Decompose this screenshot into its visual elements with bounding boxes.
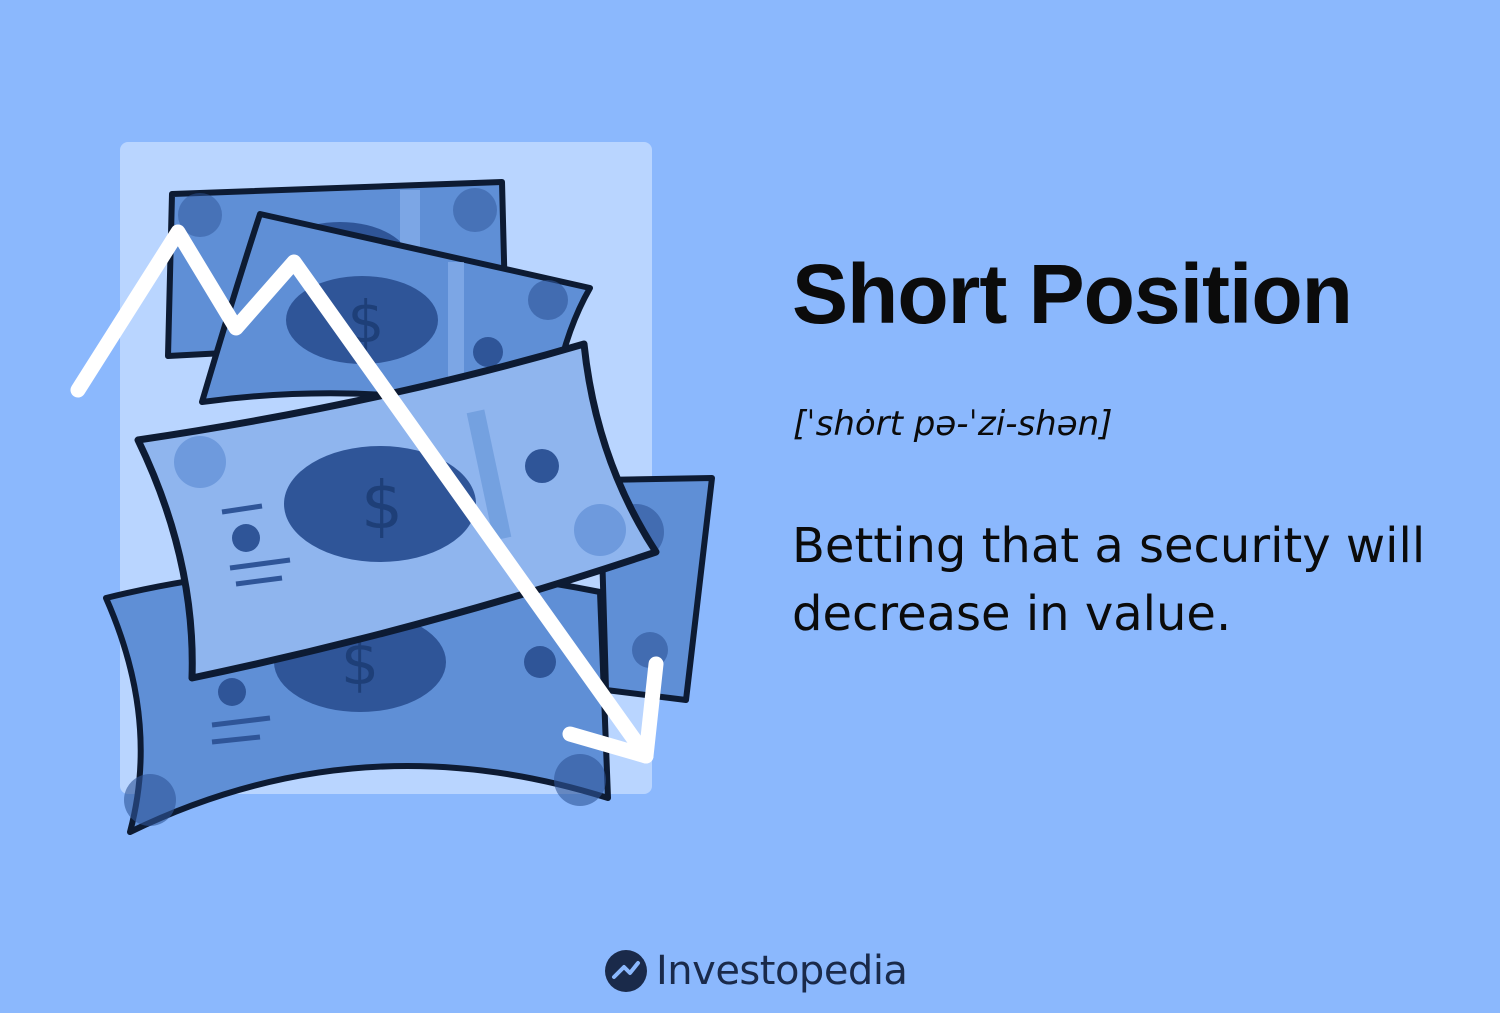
downtrend-arrow-icon [70,224,664,764]
definition-text: Betting that a security will decrease in… [792,518,1426,642]
term-title: Short Position [792,247,1353,341]
brand-logo[interactable]: Investopedia [604,945,908,997]
dollar-bill-icon: $ [134,340,660,682]
money-illustration: $ $ $ [70,142,715,835]
investopedia-logo-icon [605,950,647,992]
brand-name: Investopedia [656,948,908,994]
pronunciation: [ˈshȯrt pə-ˈzi-shən] [793,404,1113,444]
dollar-sign: $ [361,467,403,544]
